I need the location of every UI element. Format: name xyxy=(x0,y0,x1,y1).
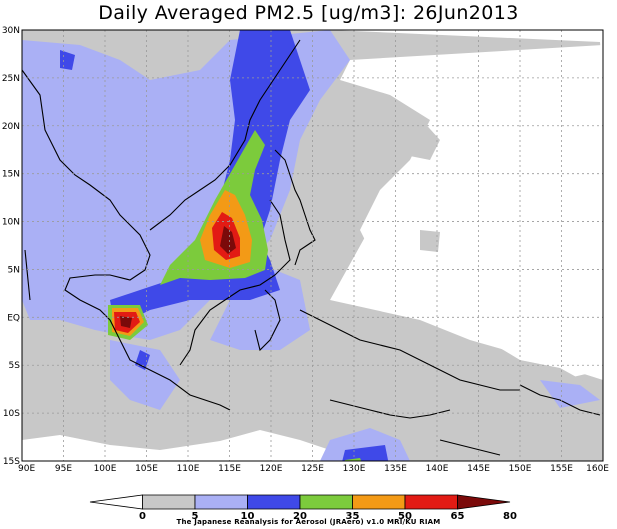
contour-0-5 xyxy=(22,45,603,461)
colorbar-label: 5 xyxy=(192,511,199,522)
lon-tick-label: 140E xyxy=(426,464,449,474)
colorbar-label: 80 xyxy=(503,511,517,522)
lon-tick-label: 95E xyxy=(55,464,72,474)
lat-tick-label: 5N xyxy=(8,265,20,275)
lon-tick-label: 145E xyxy=(467,464,490,474)
credit-text: The Japanese Reanalysis for Aerosol (JRA… xyxy=(176,518,441,526)
lat-tick-label: 20N xyxy=(2,122,20,132)
lat-tick-label: 10S xyxy=(3,409,20,419)
colorbar: 0 5 10 20 35 50 65 80 xyxy=(89,494,517,522)
lat-tick-label: 15S xyxy=(3,457,20,467)
lon-tick-label: 125E xyxy=(301,464,324,474)
colorbar-segment xyxy=(89,494,143,510)
colorbar-label: 65 xyxy=(451,511,465,522)
lon-tick-label: 115E xyxy=(218,464,241,474)
colorbar-label: 20 xyxy=(293,511,307,522)
lon-tick-label: 105E xyxy=(135,464,158,474)
contour-80plus xyxy=(120,226,236,328)
colorbar-segment xyxy=(299,494,353,510)
colorbar-label: 10 xyxy=(241,511,255,522)
colorbar-segment xyxy=(247,494,301,510)
contour-5-10b xyxy=(360,118,603,440)
colorbar-segment xyxy=(457,494,511,510)
pm25-contours xyxy=(22,30,603,461)
graticule xyxy=(22,30,603,461)
lat-tick-label: 25N xyxy=(2,74,20,84)
lon-tick-label: 120E xyxy=(260,464,283,474)
lat-tick-label: EQ xyxy=(7,313,20,323)
colorbar-segment xyxy=(352,494,406,510)
colorbar-label: 50 xyxy=(398,511,412,522)
lon-tick-label: 130E xyxy=(343,464,366,474)
latitude-ticks: 30N 25N 20N 15N 10N 5N EQ 5S 10S 15S xyxy=(2,26,20,467)
lon-tick-label: 160E xyxy=(586,464,609,474)
colorbar-label: 0 xyxy=(139,511,146,522)
coastlines xyxy=(22,39,601,456)
colorbar-label: 35 xyxy=(346,511,360,522)
colorbar-segment xyxy=(404,494,458,510)
lon-tick-label: 110E xyxy=(177,464,200,474)
map-title: Daily Averaged PM2.5 [ug/m3]: 26Jun2013 xyxy=(98,2,519,24)
longitude-ticks: 90E 95E 100E 105E 110E 115E 120E 125E 130E 135E 14… xyxy=(18,464,609,474)
lon-tick-label: 155E xyxy=(550,464,573,474)
lon-tick-label: 100E xyxy=(94,464,117,474)
colorbar-segment xyxy=(142,494,196,510)
plot-frame xyxy=(21,29,604,462)
lon-tick-label: 135E xyxy=(384,464,407,474)
lat-tick-label: 30N xyxy=(2,26,20,36)
lat-tick-label: 5S xyxy=(9,361,21,371)
colorbar-segment xyxy=(194,494,248,510)
lon-tick-label: 150E xyxy=(509,464,532,474)
lat-tick-label: 15N xyxy=(2,170,20,180)
lat-tick-label: 10N xyxy=(2,218,20,228)
lon-tick-label: 90E xyxy=(18,464,35,474)
